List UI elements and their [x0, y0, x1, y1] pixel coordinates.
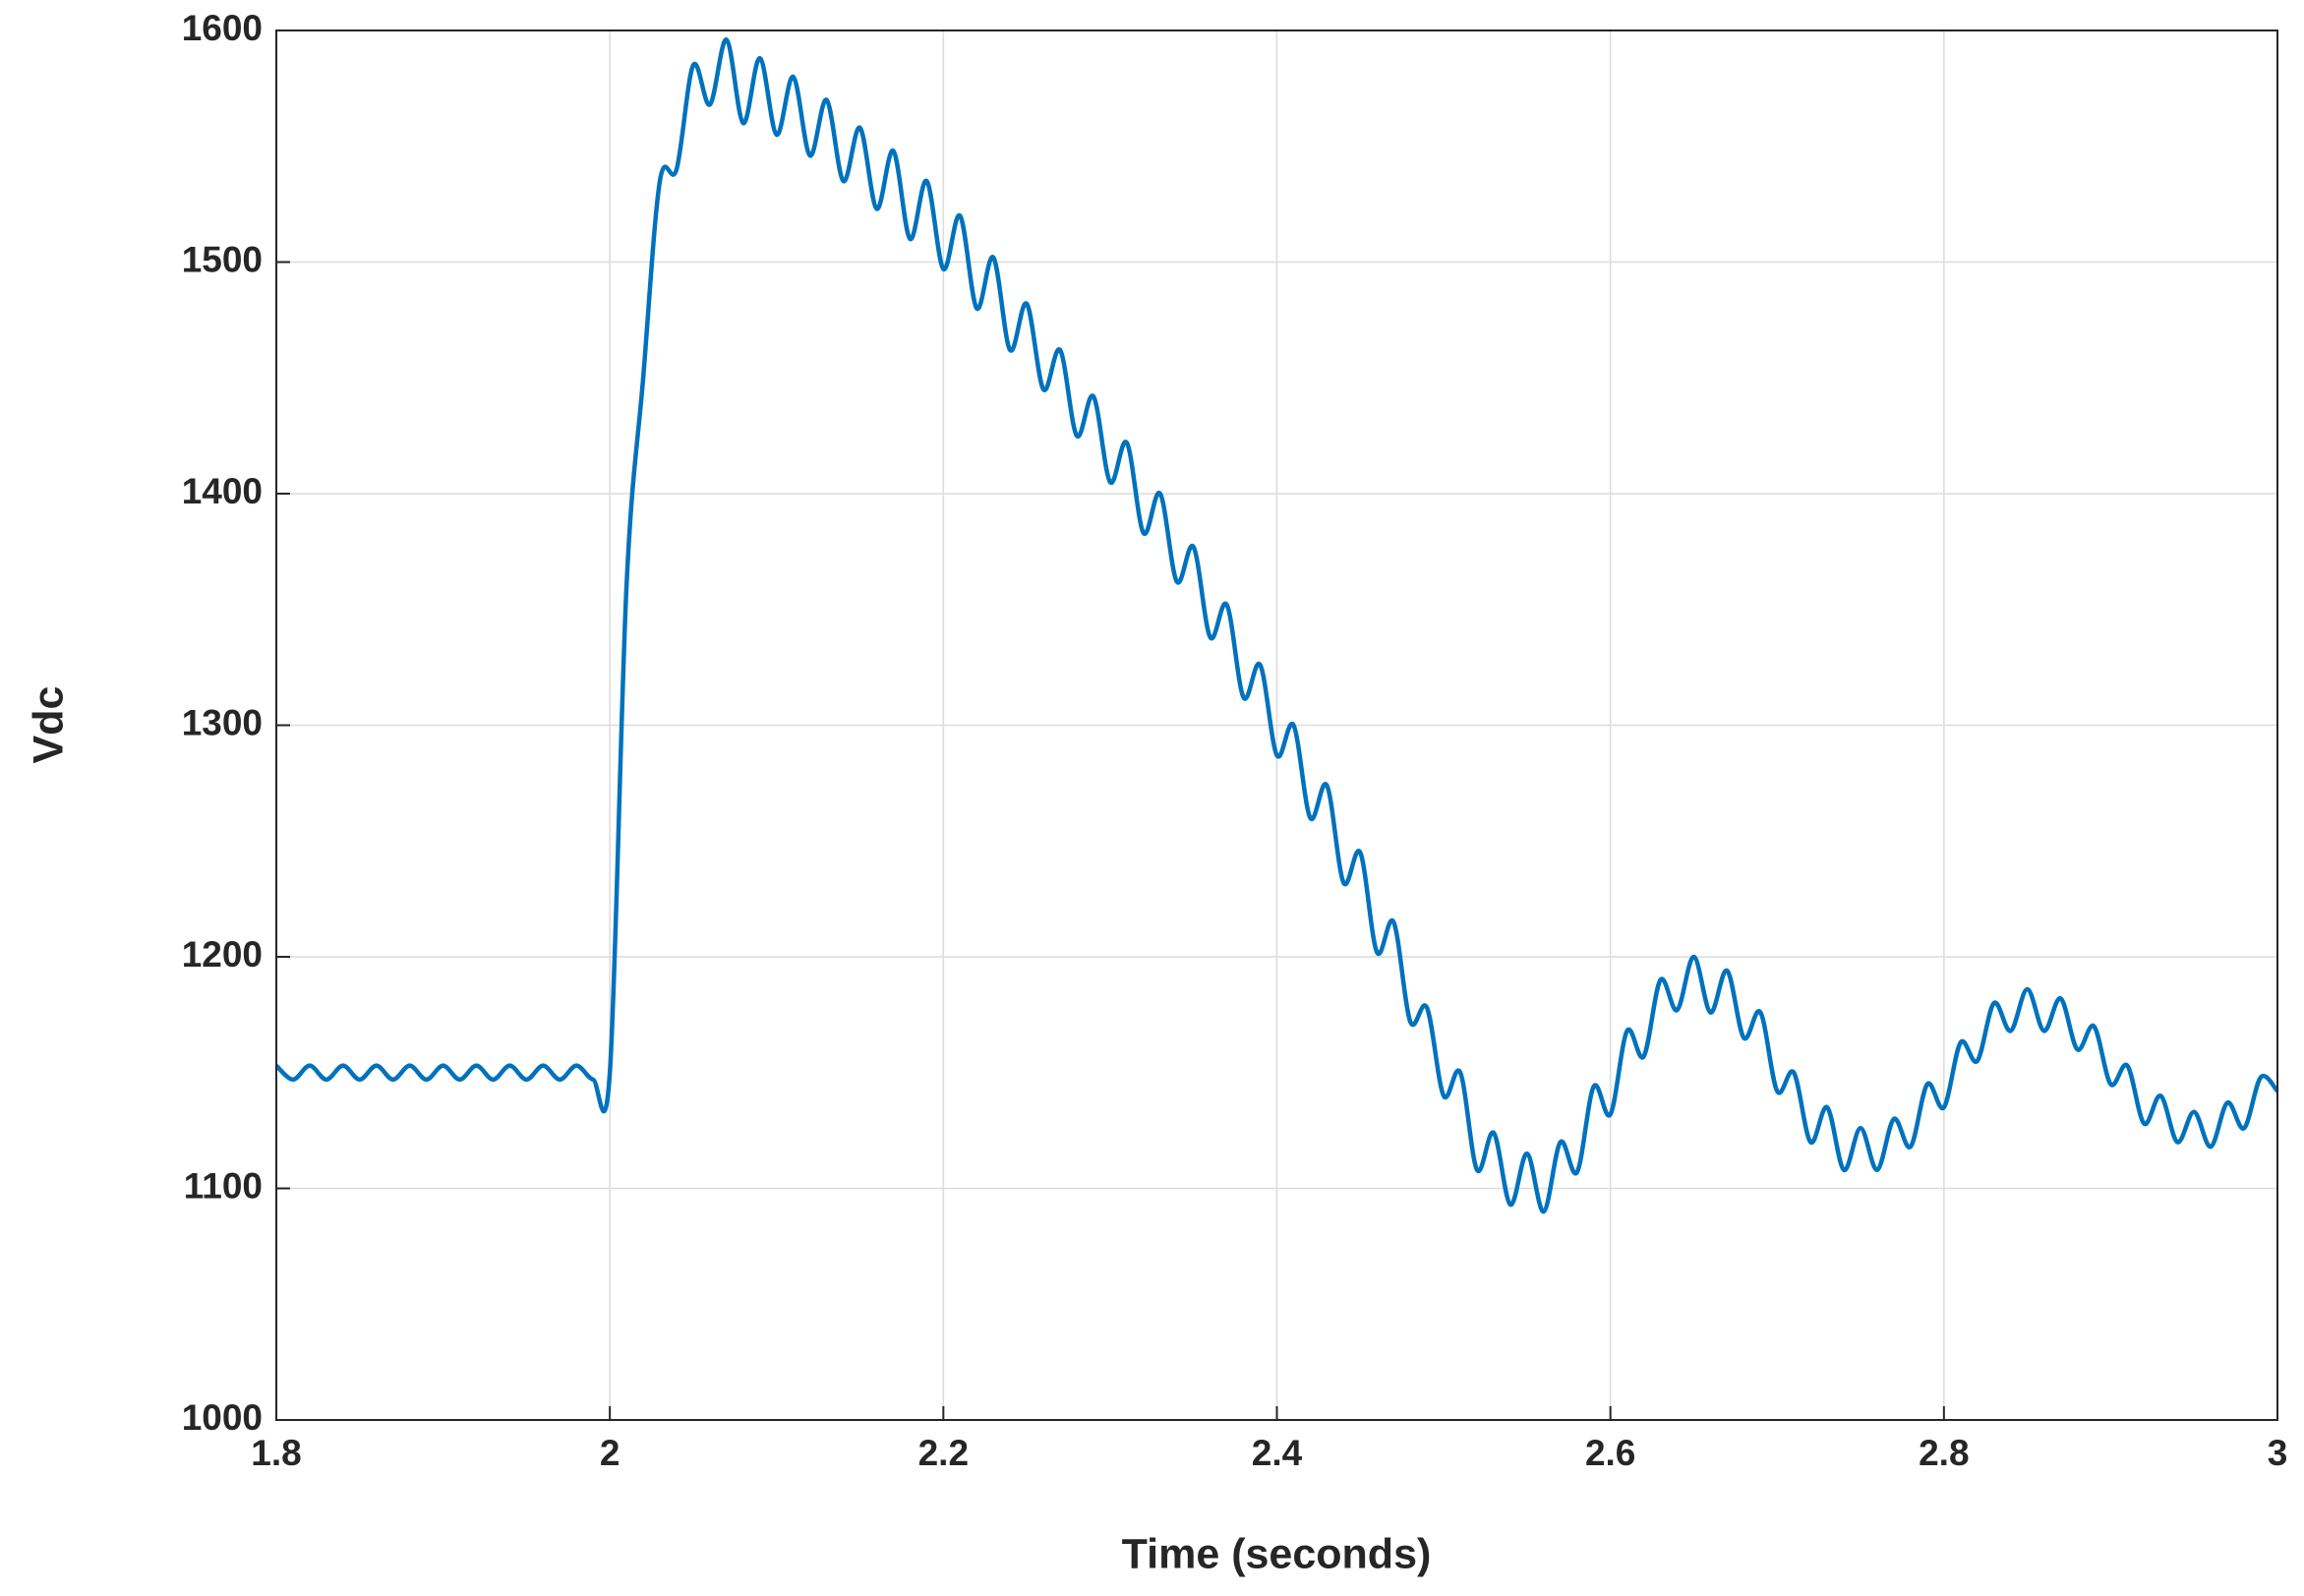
- x-tick-label: 3: [2268, 1433, 2288, 1473]
- x-tick-label: 1.8: [251, 1433, 301, 1473]
- x-tick-label: 2.2: [918, 1433, 969, 1473]
- y-axis-label: Vdc: [25, 686, 72, 764]
- x-tick-label: 2.4: [1252, 1433, 1303, 1473]
- x-axis-label: Time (seconds): [1122, 1530, 1432, 1577]
- y-tick-label: 1600: [182, 8, 263, 48]
- y-tick-label: 1100: [184, 1165, 263, 1206]
- data-line: [274, 37, 2279, 1214]
- x-tick-label: 2.8: [1919, 1433, 1969, 1473]
- y-tick-label: 1400: [182, 471, 263, 511]
- y-tick-label: 1500: [182, 239, 263, 279]
- x-tick-label: 2.6: [1585, 1433, 1635, 1473]
- plot-frame: [275, 30, 2278, 1421]
- x-tick-label: 2: [600, 1433, 620, 1473]
- y-tick-label: 1000: [182, 1397, 263, 1438]
- y-tick-label: 1300: [182, 702, 263, 742]
- y-tick-label: 1200: [182, 934, 263, 975]
